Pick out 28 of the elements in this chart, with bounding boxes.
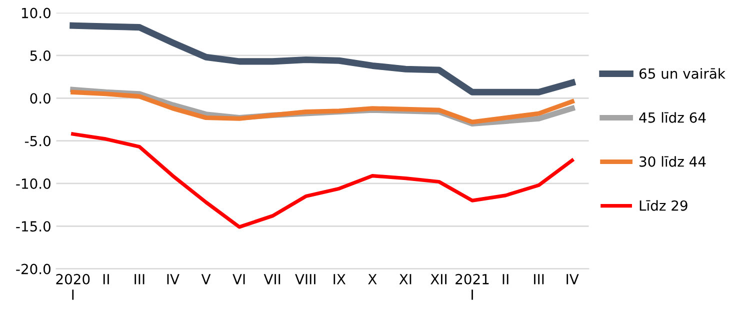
x-tick-label: VIII <box>295 274 316 284</box>
x-tick-label: V <box>201 274 211 284</box>
line-series <box>71 132 574 229</box>
x-tick-label: IX <box>334 274 346 284</box>
y-tick-label: 5.0 <box>30 50 50 61</box>
y-tick-label: -15.0 <box>16 221 50 232</box>
y-tick-label: -10.0 <box>16 178 50 189</box>
x-tick-label: III <box>134 274 144 284</box>
y-tick-label: 0.0 <box>30 93 50 104</box>
x-tick-label: XII <box>430 274 446 284</box>
x-tick-label: II <box>502 274 508 284</box>
legend-label: 45 līdz 64 <box>639 112 706 123</box>
x-tick-label: IV <box>566 274 579 284</box>
x-tick-label: 2020 I <box>56 274 90 300</box>
x-tick-label: III <box>534 274 544 284</box>
legend-label: 30 līdz 44 <box>640 156 706 167</box>
y-tick-label: -20.0 <box>16 264 50 274</box>
x-tick-label: II <box>103 274 109 284</box>
y-tick-label: 10.0 <box>22 8 50 18</box>
x-tick-label: IV <box>167 274 180 284</box>
x-tick-label: 2021 I <box>456 274 489 300</box>
legend-label: 65 un vairāk <box>639 68 726 79</box>
legend-label: Līdz 29 <box>640 200 688 211</box>
x-tick-label: VII <box>264 274 280 284</box>
x-tick-label: X <box>368 274 377 284</box>
y-tick-label: -5.0 <box>24 136 50 146</box>
x-tick-label: XI <box>399 274 412 284</box>
x-tick-label: VI <box>232 274 245 284</box>
